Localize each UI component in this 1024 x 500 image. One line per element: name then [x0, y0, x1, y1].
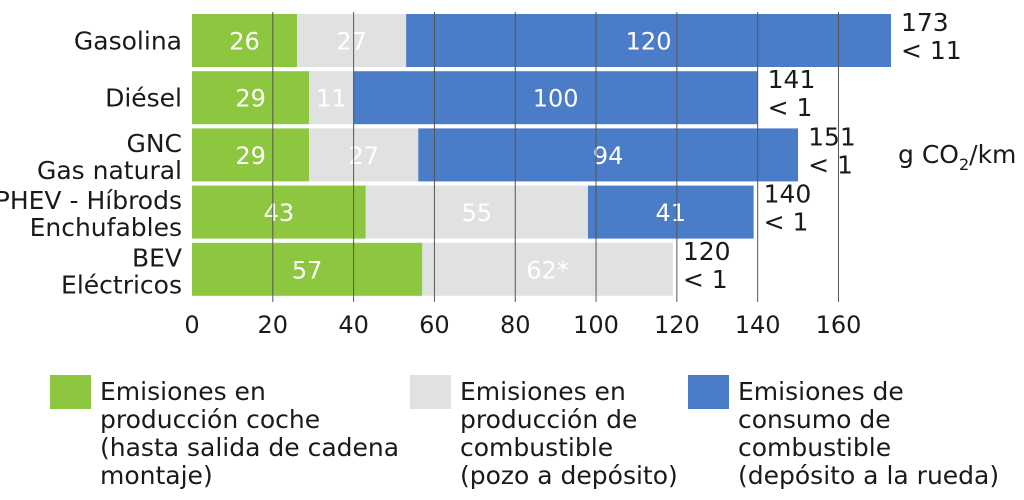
category-label-line: Enchufables	[30, 213, 182, 242]
total-note: < 1	[683, 265, 728, 294]
legend-label-line: combustible	[738, 433, 891, 462]
total-note: < 1	[768, 93, 813, 122]
bar-value-label: 27	[348, 142, 379, 170]
legend-label-line: Emisiones en	[460, 377, 626, 406]
category-label-line: Gasolina	[74, 27, 182, 56]
grid-lines	[272, 12, 839, 302]
total-label: 173 < 11	[901, 8, 962, 65]
total-label: 140 < 1	[764, 180, 812, 237]
total-value: 120	[683, 237, 731, 266]
category-label-line: GNC	[126, 129, 182, 158]
legend-label-line: producción coche	[100, 405, 320, 434]
bar-segment-4-2	[365, 185, 588, 239]
total-label: 141 < 1	[768, 65, 816, 122]
category-label-line: Diésel	[105, 84, 182, 113]
legend-label-line: (hasta salida de cadena	[100, 433, 399, 462]
bar-segment-3-3	[418, 128, 799, 182]
legend-label: Emisiones en producción de combustible (poz…	[460, 377, 678, 490]
bar-value-label: 41	[656, 199, 687, 227]
bar-segment-2-2	[309, 71, 354, 125]
legend-swatch	[410, 375, 451, 409]
total-value: 151	[808, 122, 856, 151]
bar-value-label: 55	[462, 199, 493, 227]
bar-segment-1-1	[192, 14, 298, 67]
total-note: < 11	[901, 36, 962, 65]
bar-segment-2-3	[353, 71, 758, 125]
bar-segment-3-1	[192, 128, 310, 182]
category-label: GNC Gas natural	[37, 129, 182, 185]
legend-swatch	[688, 375, 729, 409]
bar-value-label: 27	[336, 28, 367, 56]
legend-item: Emisiones en producción de combustible (poz…	[410, 375, 678, 490]
legend-label-line: combustible	[460, 433, 613, 462]
x-tick-label: 140	[735, 311, 781, 339]
legend-label-line: Emisiones en	[100, 377, 266, 406]
bar-value-label: 120	[626, 28, 672, 56]
legend-label: Emisiones de consumo de combustible (depósi…	[738, 377, 999, 490]
total-note: < 1	[764, 208, 809, 237]
legend-label: Emisiones en producción coche (hasta salid…	[100, 377, 399, 490]
x-tick-label: 80	[500, 311, 531, 339]
bar-value-label: 29	[235, 85, 266, 113]
category-label: PHEV - Híbrods Enchufables	[0, 186, 182, 242]
bar-segment-4-3	[587, 185, 754, 239]
x-tick-label: 100	[573, 311, 619, 339]
bar-segment-5-2	[422, 242, 673, 296]
total-value: 173	[901, 8, 949, 37]
bars: 26 27 120 29 11 100 29 27 94 43 55 41 57 62*	[192, 14, 892, 296]
legend-label-line: (pozo a depósito)	[460, 461, 678, 490]
x-tick-label: 160	[816, 311, 862, 339]
x-tick-label: 120	[654, 311, 700, 339]
x-axis-ticks: 0 20 40 60 80 100 120 140 160	[184, 311, 861, 339]
total-label: 120 < 1	[683, 237, 731, 294]
bar-value-label: 29	[235, 142, 266, 170]
x-tick-label: 0	[184, 311, 199, 339]
bar-segment-5-1	[192, 242, 423, 296]
total-label: 151 < 1	[808, 122, 856, 179]
x-tick-label: 20	[258, 311, 289, 339]
total-value: 140	[764, 180, 812, 209]
bar-value-label: 100	[533, 85, 579, 113]
unit-tail: /km	[969, 140, 1016, 169]
bar-segment-1-2	[297, 14, 407, 67]
unit-label: g CO2/km	[898, 140, 1016, 174]
category-label: Diésel	[105, 84, 182, 113]
bar-value-label: 11	[316, 85, 347, 113]
legend-label-line: consumo de	[738, 405, 891, 434]
bar-value-label: 43	[264, 199, 295, 227]
category-label: Gasolina	[74, 27, 182, 56]
total-note: < 1	[808, 150, 853, 179]
legend-label-line: Emisiones de	[738, 377, 904, 406]
category-label-line: Gas natural	[37, 156, 182, 185]
bar-value-label: 62*	[526, 256, 569, 284]
legend-item: Emisiones en producción coche (hasta salid…	[50, 375, 399, 490]
legend-label-line: montaje)	[100, 461, 213, 490]
bar-segment-1-3	[406, 14, 892, 67]
legend-item: Emisiones de consumo de combustible (depósi…	[688, 375, 999, 490]
bar-value-label: 57	[292, 256, 323, 284]
legend: Emisiones en producción coche (hasta salid…	[50, 375, 999, 490]
legend-swatch	[50, 375, 91, 409]
legend-label-line: producción de	[460, 405, 637, 434]
total-value: 141	[768, 65, 816, 94]
category-label: BEV Eléctricos	[61, 243, 182, 299]
unit-base: g CO	[898, 140, 959, 169]
bar-segment-3-2	[309, 128, 419, 182]
category-label-line: PHEV - Híbrods	[0, 186, 182, 215]
legend-label-line: (depósito a la rueda)	[738, 461, 999, 490]
bar-value-label: 94	[593, 142, 624, 170]
bar-segment-2-1	[192, 71, 310, 125]
unit-subscript: 2	[959, 155, 969, 174]
x-tick-label: 60	[419, 311, 450, 339]
category-label-line: BEV	[132, 243, 182, 272]
bar-value-label: 26	[229, 28, 260, 56]
category-label-line: Eléctricos	[61, 270, 182, 299]
x-tick-label: 40	[338, 311, 369, 339]
bar-segment-4-1	[192, 185, 366, 239]
